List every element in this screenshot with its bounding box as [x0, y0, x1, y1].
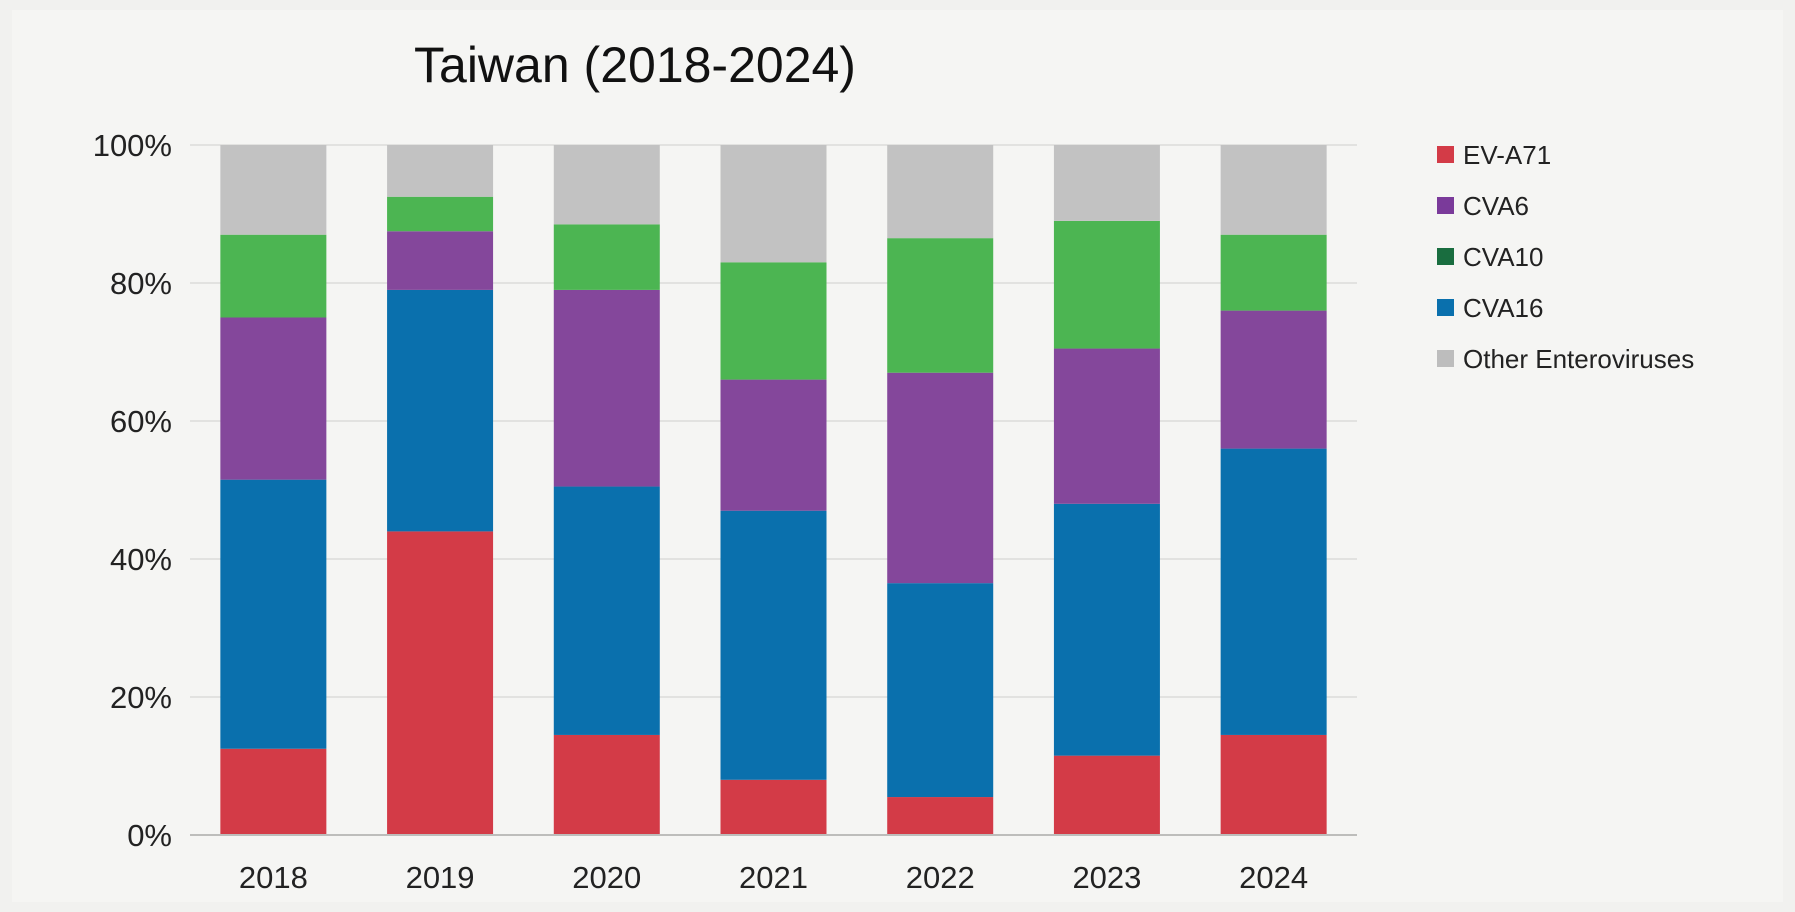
bar-cva16-2022	[887, 583, 994, 798]
y-tick-label: 20%	[110, 680, 172, 715]
bar-ev-a71-2024	[1220, 734, 1327, 835]
stacked-bar-chart: Taiwan (2018-2024) 0% 20% 40% 60% 80% 100% 20…	[93, 37, 1695, 895]
bar-cva6-2022	[887, 372, 994, 584]
legend-swatch	[1437, 146, 1454, 163]
chart-canvas: Taiwan (2018-2024) 0% 20% 40% 60% 80% 100% 20…	[12, 10, 1783, 902]
bar-cva10-2022	[887, 238, 994, 373]
x-tick-label: 2022	[906, 860, 975, 895]
x-tick-label: 2021	[739, 860, 808, 895]
bar-cva6-2018	[220, 317, 327, 480]
bar-cva10-2019	[387, 196, 494, 232]
legend-label: CVA10	[1463, 242, 1543, 272]
legend: EV-A71 CVA6 CVA10 CVA16 Other Enteroviruses	[1437, 140, 1694, 374]
legend-label: CVA6	[1463, 191, 1529, 221]
bar-ev-a71-2018	[220, 748, 327, 835]
x-tick-label: 2023	[1072, 860, 1141, 895]
y-tick-label: 60%	[110, 404, 172, 439]
x-tick-label: 2020	[572, 860, 641, 895]
x-tick-label: 2024	[1239, 860, 1308, 895]
x-tick-label: 2019	[406, 860, 475, 895]
bar-cva6-2020	[553, 289, 660, 487]
chart-title: Taiwan (2018-2024)	[414, 37, 856, 93]
bar-ev-a71-2022	[887, 797, 994, 835]
bar-cva10-2024	[1220, 234, 1327, 311]
bar-cva10-2018	[220, 234, 327, 318]
bar-cva16-2024	[1220, 448, 1327, 735]
bars	[220, 145, 1327, 835]
bar-cva6-2021	[720, 379, 827, 511]
bar-other-enteroviruses-2021	[720, 145, 827, 263]
bar-ev-a71-2020	[553, 734, 660, 835]
y-tick-label: 100%	[93, 128, 172, 163]
legend-label: CVA16	[1463, 293, 1543, 323]
bar-cva10-2021	[720, 262, 827, 380]
bar-ev-a71-2023	[1053, 755, 1160, 835]
legend-swatch	[1437, 248, 1454, 265]
bar-cva16-2023	[1053, 503, 1160, 756]
bar-ev-a71-2021	[720, 779, 827, 835]
y-tick-label: 40%	[110, 542, 172, 577]
bar-cva6-2023	[1053, 348, 1160, 504]
bar-cva6-2019	[387, 231, 494, 290]
bar-cva16-2018	[220, 479, 327, 749]
x-axis: 2018 2019 2020 2021 2022 2023 2024	[190, 834, 1357, 895]
bar-other-enteroviruses-2020	[553, 145, 660, 225]
y-tick-label: 0%	[127, 818, 172, 853]
bar-cva16-2021	[720, 510, 827, 780]
bar-other-enteroviruses-2024	[1220, 145, 1327, 235]
legend-label: Other Enteroviruses	[1463, 344, 1694, 374]
bar-other-enteroviruses-2018	[220, 145, 327, 235]
bar-cva10-2023	[1053, 220, 1160, 349]
y-tick-label: 80%	[110, 266, 172, 301]
bar-other-enteroviruses-2023	[1053, 145, 1160, 221]
bar-cva16-2020	[553, 486, 660, 735]
legend-swatch	[1437, 350, 1454, 367]
bar-ev-a71-2019	[387, 531, 494, 835]
bar-cva10-2020	[553, 224, 660, 290]
bar-cva6-2024	[1220, 310, 1327, 449]
bar-other-enteroviruses-2022	[887, 145, 994, 239]
x-tick-label: 2018	[239, 860, 308, 895]
legend-swatch	[1437, 197, 1454, 214]
bar-cva16-2019	[387, 289, 494, 532]
legend-label: EV-A71	[1463, 140, 1551, 170]
legend-swatch	[1437, 299, 1454, 316]
y-axis: 0% 20% 40% 60% 80% 100%	[93, 128, 172, 853]
bar-other-enteroviruses-2019	[387, 145, 494, 197]
